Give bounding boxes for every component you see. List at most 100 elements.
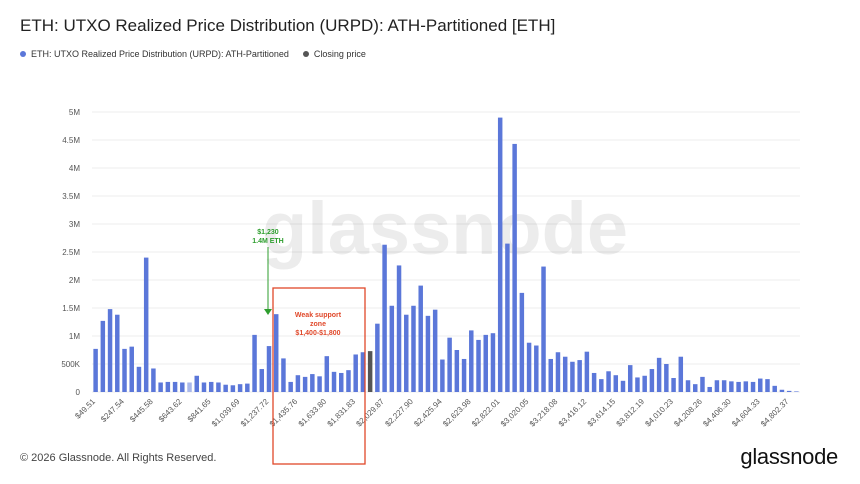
urpd-bar[interactable]	[389, 305, 395, 392]
urpd-bar[interactable]	[143, 257, 149, 392]
urpd-bar[interactable]	[194, 375, 199, 392]
urpd-bar[interactable]	[245, 383, 250, 392]
urpd-bar[interactable]	[382, 244, 387, 392]
urpd-bar[interactable]	[743, 381, 749, 392]
urpd-bar[interactable]	[786, 390, 792, 392]
urpd-bar[interactable]	[288, 381, 293, 392]
urpd-bar[interactable]	[519, 292, 525, 392]
urpd-bar[interactable]	[302, 376, 308, 392]
urpd-bar[interactable]	[100, 320, 106, 392]
urpd-bar[interactable]	[136, 366, 142, 392]
urpd-bar[interactable]	[129, 346, 134, 392]
urpd-bar[interactable]	[396, 265, 402, 392]
urpd-bar[interactable]	[180, 382, 185, 392]
urpd-bar[interactable]	[497, 117, 503, 392]
urpd-bar[interactable]	[620, 380, 626, 392]
urpd-bar[interactable]	[512, 143, 517, 392]
urpd-bar[interactable]	[562, 356, 568, 392]
urpd-bar[interactable]	[765, 379, 770, 392]
urpd-bar[interactable]	[158, 382, 163, 392]
urpd-bar[interactable]	[721, 380, 727, 392]
closing-price-bar[interactable]	[367, 351, 373, 392]
urpd-bar[interactable]	[252, 334, 257, 392]
urpd-bar[interactable]	[678, 356, 684, 392]
urpd-bar[interactable]	[310, 374, 315, 392]
urpd-bar[interactable]	[483, 334, 488, 392]
urpd-bar[interactable]	[526, 342, 532, 392]
urpd-bar[interactable]	[627, 365, 633, 392]
urpd-bar[interactable]	[201, 382, 207, 392]
urpd-bar[interactable]	[208, 381, 214, 392]
urpd-bar[interactable]	[107, 309, 113, 392]
urpd-bar[interactable]	[606, 371, 611, 392]
urpd-bar[interactable]	[461, 358, 467, 392]
urpd-bar[interactable]	[664, 364, 669, 392]
urpd-bar[interactable]	[273, 314, 279, 392]
urpd-bar[interactable]	[599, 379, 604, 392]
urpd-bar[interactable]	[266, 346, 272, 392]
urpd-bar[interactable]	[476, 339, 481, 392]
urpd-bar[interactable]	[469, 330, 474, 392]
legend-item-closing-price[interactable]: Closing price	[302, 49, 366, 59]
urpd-bar[interactable]	[541, 266, 546, 392]
urpd-bar[interactable]	[331, 371, 337, 392]
urpd-bar[interactable]	[490, 333, 496, 392]
urpd-bar[interactable]	[223, 384, 228, 392]
urpd-bar[interactable]	[505, 243, 510, 392]
urpd-bar[interactable]	[122, 348, 127, 392]
urpd-bar[interactable]	[779, 389, 785, 392]
urpd-bar[interactable]	[548, 358, 553, 392]
urpd-bar[interactable]	[295, 375, 301, 392]
urpd-bar[interactable]	[758, 378, 763, 392]
urpd-bar[interactable]	[584, 351, 590, 392]
urpd-bar[interactable]	[454, 350, 460, 392]
urpd-bar[interactable]	[534, 345, 539, 392]
urpd-bar[interactable]	[750, 381, 756, 392]
urpd-bar[interactable]	[577, 360, 582, 392]
urpd-bar[interactable]	[794, 391, 799, 392]
urpd-bar[interactable]	[613, 375, 619, 392]
urpd-bar[interactable]	[700, 376, 705, 392]
urpd-bar[interactable]	[425, 315, 431, 392]
urpd-bar[interactable]	[591, 372, 597, 392]
urpd-bar[interactable]	[729, 381, 734, 392]
urpd-bar[interactable]	[685, 380, 691, 392]
urpd-bar[interactable]	[772, 385, 777, 392]
urpd-bar[interactable]	[736, 381, 741, 392]
urpd-bar[interactable]	[346, 370, 351, 392]
urpd-bar[interactable]	[115, 314, 120, 392]
urpd-bar[interactable]	[649, 369, 655, 392]
urpd-bar[interactable]	[432, 309, 438, 392]
urpd-bar[interactable]	[339, 372, 344, 392]
urpd-bar[interactable]	[570, 361, 575, 392]
urpd-bar[interactable]	[707, 386, 712, 392]
urpd-bar[interactable]	[216, 382, 221, 392]
urpd-bar[interactable]	[671, 378, 676, 392]
urpd-bar[interactable]	[93, 348, 98, 392]
urpd-bar[interactable]	[165, 381, 171, 392]
urpd-bar[interactable]	[237, 384, 243, 392]
urpd-bar[interactable]	[440, 359, 445, 392]
urpd-bar[interactable]	[447, 337, 452, 392]
urpd-bar[interactable]	[281, 358, 286, 392]
urpd-bar[interactable]	[353, 354, 358, 392]
urpd-bar[interactable]	[360, 352, 366, 392]
urpd-bar[interactable]	[404, 314, 409, 392]
legend-item-urpd[interactable]: ETH: UTXO Realized Price Distribution (U…	[20, 49, 289, 59]
urpd-bar[interactable]	[324, 356, 330, 392]
urpd-bar[interactable]	[375, 323, 380, 392]
urpd-bar[interactable]	[172, 381, 178, 392]
urpd-bar[interactable]	[411, 305, 416, 392]
urpd-bar[interactable]	[151, 368, 156, 392]
urpd-bar[interactable]	[230, 385, 236, 392]
urpd-bar[interactable]	[259, 369, 265, 392]
urpd-bar[interactable]	[635, 377, 640, 392]
urpd-bar[interactable]	[642, 375, 647, 392]
urpd-bar[interactable]	[714, 380, 720, 392]
urpd-bar[interactable]	[418, 285, 423, 392]
urpd-bar[interactable]	[317, 376, 322, 392]
urpd-bar[interactable]	[693, 384, 698, 392]
urpd-bar[interactable]	[555, 352, 561, 392]
urpd-bar[interactable]	[656, 357, 662, 392]
urpd-bar[interactable]	[187, 382, 192, 392]
